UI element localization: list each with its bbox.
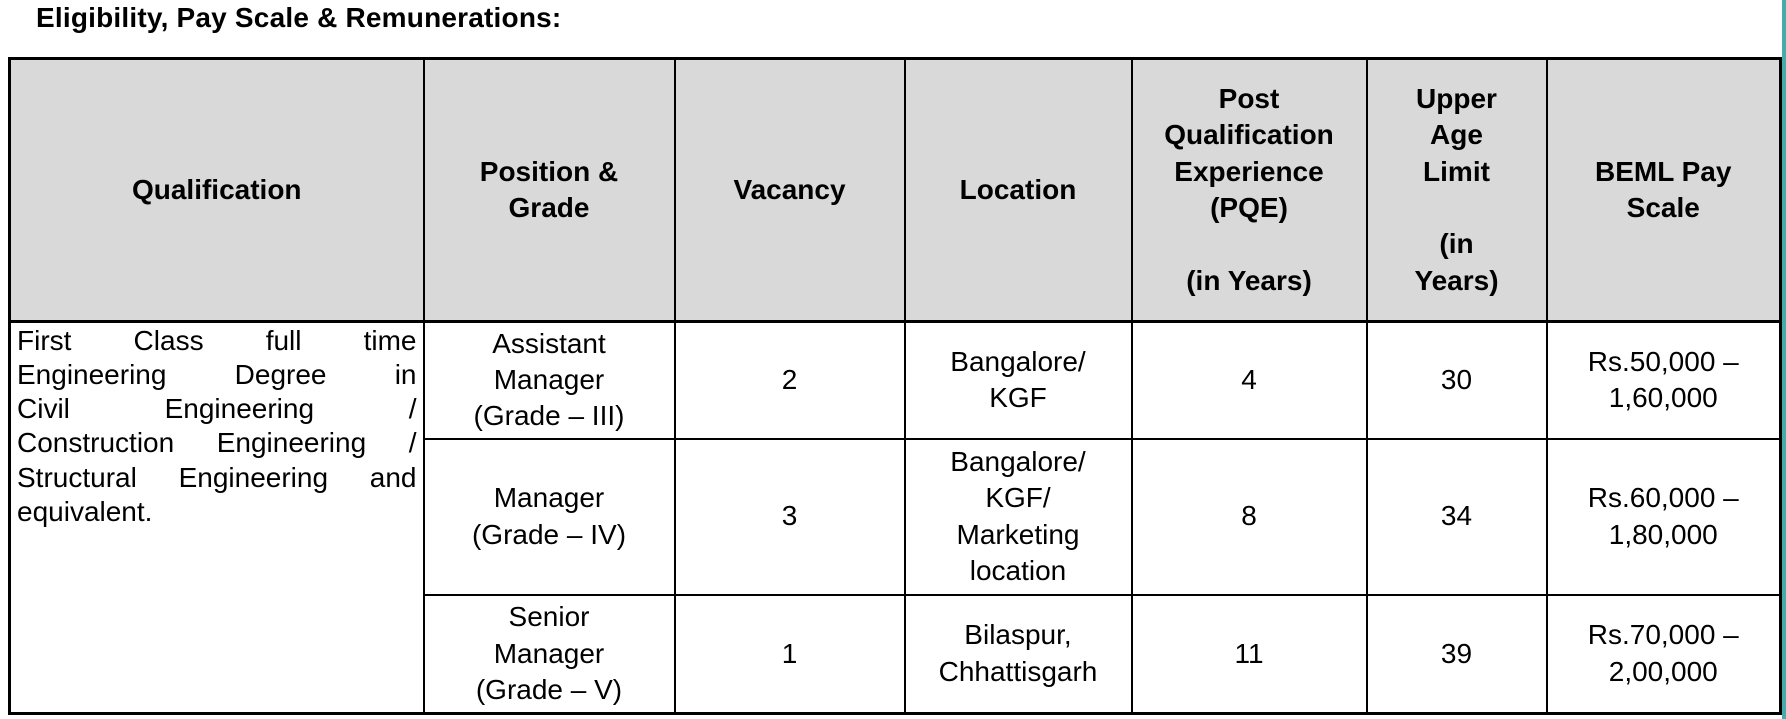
eligibility-table: Qualification Position & Grade Vacancy L… [8, 57, 1782, 715]
header-position-grade: Position & Grade [422, 57, 676, 323]
header-qualification: Qualification [8, 57, 425, 323]
cell-pqe: 8 [1130, 437, 1368, 596]
header-label: Upper Age Limit [1416, 83, 1497, 187]
cell-position: Assistant Manager (Grade – III) [422, 320, 676, 440]
cell-pay-scale: Rs.60,000 – 1,80,000 [1545, 437, 1782, 596]
header-label: BEML Pay Scale [1595, 155, 1732, 223]
section-title: Eligibility, Pay Scale & Remunerations: [36, 2, 562, 33]
header-sub-label: (in Years) [1186, 264, 1312, 296]
table-header-row: Qualification Position & Grade Vacancy L… [8, 57, 1782, 323]
header-label: Qualification [131, 173, 302, 205]
cell-pqe: 4 [1130, 320, 1368, 440]
cell-pay-scale: Rs.50,000 – 1,60,000 [1545, 320, 1782, 440]
page-edge-line [1782, 0, 1786, 719]
cell-location: Bangalore/ KGF/ Marketing location [903, 437, 1133, 596]
header-beml-pay-scale: BEML Pay Scale [1545, 57, 1782, 323]
header-vacancy: Vacancy [673, 57, 906, 323]
header-label: Position & Grade [479, 155, 619, 223]
table-row: Senior Manager (Grade – V) 1 Bilaspur, C… [10, 593, 1782, 715]
header-label: Vacancy [733, 173, 846, 205]
cell-upper-age: 39 [1365, 593, 1548, 715]
table-row: First Class full time Engineering Degree… [8, 320, 1782, 715]
cell-position: Senior Manager (Grade – V) [422, 593, 676, 715]
cell-location: Bilaspur, Chhattisgarh [903, 593, 1133, 715]
cell-pqe: 11 [1130, 593, 1368, 715]
table-row: Manager (Grade – IV) 3 Bangalore/ KGF/ M… [10, 437, 1782, 596]
cell-location: Bangalore/ KGF [903, 320, 1133, 440]
header-pqe: Post Qualification Experience (PQE) (in … [1130, 57, 1368, 323]
cell-upper-age: 34 [1365, 437, 1548, 596]
header-label: Post Qualification Experience (PQE) [1164, 83, 1334, 224]
cell-pay-scale: Rs.70,000 – 2,00,000 [1545, 593, 1782, 715]
header-sub-label: (in Years) [1414, 228, 1499, 296]
header-label: Location [959, 173, 1077, 205]
cell-position: Manager (Grade – IV) [422, 437, 676, 596]
cell-vacancy: 1 [673, 593, 906, 715]
cell-qualification: First Class full time Engineering Degree… [8, 320, 425, 715]
header-location: Location [903, 57, 1133, 323]
cell-vacancy: 3 [673, 437, 906, 596]
cell-upper-age: 30 [1365, 320, 1548, 440]
cell-vacancy: 2 [673, 320, 906, 440]
header-upper-age-limit: Upper Age Limit (in Years) [1365, 57, 1548, 323]
